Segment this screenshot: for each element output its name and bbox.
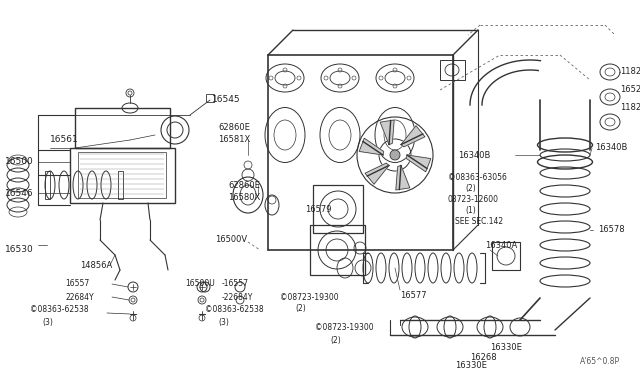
Text: 16500: 16500 xyxy=(5,157,34,167)
Text: 16330E: 16330E xyxy=(490,343,522,352)
Polygon shape xyxy=(380,120,394,145)
Text: 08723-12600: 08723-12600 xyxy=(448,196,499,205)
Text: ©08723-19300: ©08723-19300 xyxy=(280,292,339,301)
Text: 62860E: 62860E xyxy=(228,180,260,189)
Text: 16530: 16530 xyxy=(5,246,34,254)
Text: 11826G: 11826G xyxy=(620,103,640,112)
Text: (2): (2) xyxy=(295,305,306,314)
Bar xyxy=(75,108,170,148)
Polygon shape xyxy=(396,166,410,190)
Text: 16579: 16579 xyxy=(305,205,332,215)
Text: 16546: 16546 xyxy=(5,189,34,198)
Text: 16580X: 16580X xyxy=(228,193,260,202)
Text: ©08363-63056: ©08363-63056 xyxy=(448,173,507,183)
Text: 16340B: 16340B xyxy=(595,144,627,153)
Bar xyxy=(206,94,214,102)
Text: (2): (2) xyxy=(330,336,340,344)
Text: (2): (2) xyxy=(465,183,476,192)
Bar xyxy=(45,171,50,199)
Bar xyxy=(313,185,363,233)
Text: 22684Y: 22684Y xyxy=(65,292,93,301)
Bar xyxy=(118,171,123,199)
Polygon shape xyxy=(406,155,431,172)
Text: 16545: 16545 xyxy=(212,96,241,105)
Bar xyxy=(492,242,520,270)
Text: -16557: -16557 xyxy=(222,279,249,289)
Text: ©08363-62538: ©08363-62538 xyxy=(205,305,264,314)
Polygon shape xyxy=(365,163,389,184)
Circle shape xyxy=(390,150,400,160)
Text: ©08723-19300: ©08723-19300 xyxy=(315,324,374,333)
Bar xyxy=(310,225,365,275)
Text: 16528G: 16528G xyxy=(620,86,640,94)
Text: -22684Y: -22684Y xyxy=(222,292,253,301)
Bar xyxy=(440,60,465,80)
Text: (3): (3) xyxy=(218,318,229,327)
Text: 16557: 16557 xyxy=(65,279,89,289)
Polygon shape xyxy=(401,126,425,147)
Text: 16340A: 16340A xyxy=(485,241,517,250)
Text: (1): (1) xyxy=(465,206,476,215)
Bar xyxy=(70,148,175,203)
Text: 16340B: 16340B xyxy=(458,151,490,160)
Text: 16500U: 16500U xyxy=(185,279,215,289)
Text: 11826G: 11826G xyxy=(620,67,640,77)
Text: 62860E: 62860E xyxy=(218,124,250,132)
Text: 14856A: 14856A xyxy=(80,260,112,269)
Polygon shape xyxy=(359,138,383,155)
Text: 16500V: 16500V xyxy=(215,235,247,244)
Text: 16581X: 16581X xyxy=(218,135,250,144)
Text: ©08363-62538: ©08363-62538 xyxy=(30,305,88,314)
Text: 16268: 16268 xyxy=(470,353,497,362)
Text: 16561: 16561 xyxy=(50,135,79,144)
Text: 16330E: 16330E xyxy=(455,362,487,371)
Bar xyxy=(78,152,166,198)
Text: A'65^0.8P: A'65^0.8P xyxy=(580,357,620,366)
Text: SEE SEC.142: SEE SEC.142 xyxy=(455,218,503,227)
Text: 16578: 16578 xyxy=(598,225,625,234)
Text: (3): (3) xyxy=(42,318,53,327)
Text: 16577: 16577 xyxy=(400,291,427,299)
